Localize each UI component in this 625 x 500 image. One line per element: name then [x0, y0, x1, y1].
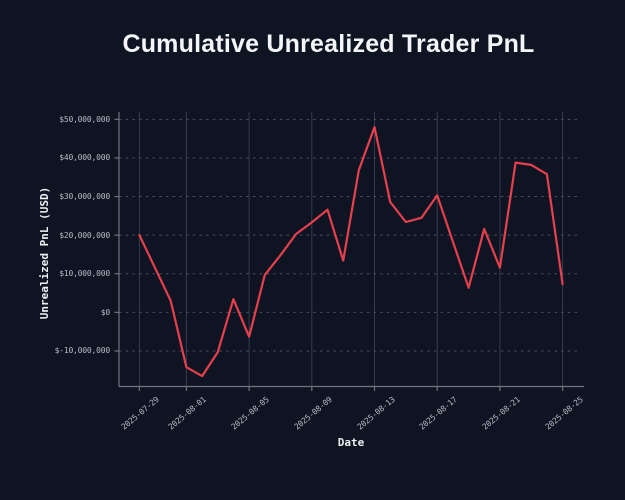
y-tick-label: $10,000,000: [59, 269, 110, 279]
x-axis-label: Date: [337, 436, 365, 449]
y-tick-label: $40,000,000: [59, 153, 110, 163]
y-tick-label: $50,000,000: [59, 114, 110, 124]
chart-title: Cumulative Unrealized Trader PnL: [122, 30, 535, 58]
y-tick-label: $0: [100, 307, 110, 317]
y-tick-label: $-10,000,000: [54, 346, 111, 356]
y-tick-label: $20,000,000: [59, 230, 110, 240]
y-tick-label: $30,000,000: [59, 192, 110, 202]
y-axis-label: Unrealized PnL (USD): [38, 186, 51, 320]
pnl-line: [138, 125, 564, 378]
